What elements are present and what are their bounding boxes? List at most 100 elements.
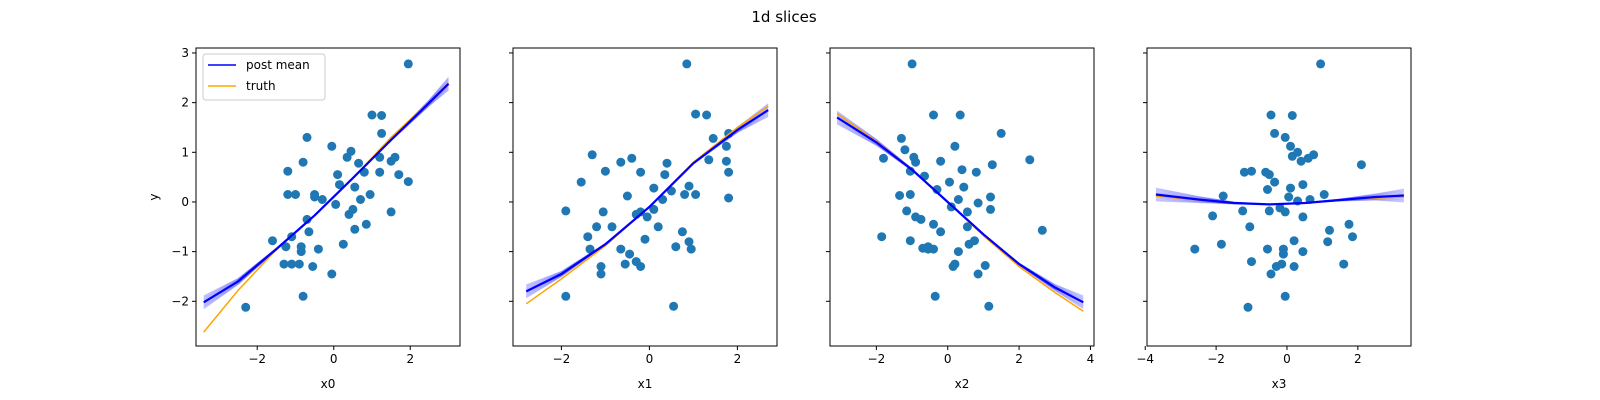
data-point (971, 167, 981, 177)
data-point (691, 190, 701, 199)
data-point (294, 259, 304, 269)
data-point (287, 259, 297, 269)
x-tick-label: −2 (868, 352, 886, 366)
data-point (375, 167, 385, 177)
data-point (1298, 180, 1308, 190)
data-point (377, 111, 387, 120)
data-point (298, 157, 308, 167)
data-point (1293, 147, 1303, 157)
data-point (973, 269, 983, 279)
data-point (929, 219, 938, 229)
x-axis-label: x3 (1272, 377, 1287, 391)
data-point (281, 242, 291, 252)
data-point (1348, 232, 1357, 242)
data-point (936, 227, 946, 237)
data-point (649, 204, 659, 214)
post-mean-line (525, 109, 769, 293)
data-point (598, 207, 608, 217)
data-point (335, 180, 344, 190)
data-point (1316, 59, 1326, 69)
data-point (987, 160, 997, 170)
data-point (953, 247, 963, 257)
data-point (600, 166, 610, 176)
data-point (338, 239, 348, 249)
posterior-sample-line (836, 116, 1084, 303)
data-point (1266, 110, 1276, 120)
data-point (1286, 141, 1295, 151)
y-tick-label: −2 (171, 294, 189, 308)
data-point (1264, 170, 1274, 180)
data-point (331, 199, 341, 209)
plot-area (525, 59, 769, 311)
data-point (896, 133, 906, 143)
subplot-x1: −2 0 2 x1 (509, 47, 778, 391)
data-point (403, 177, 413, 187)
data-point (721, 156, 731, 166)
data-point (970, 236, 979, 246)
data-point (955, 110, 965, 120)
data-point (984, 301, 994, 311)
axes-frame (829, 47, 1095, 347)
data-point (283, 190, 293, 199)
x-tick-label: −2 (248, 352, 266, 366)
x-tick-label: −2 (553, 352, 571, 366)
data-point (596, 262, 606, 271)
data-point (377, 128, 387, 138)
data-point (268, 236, 277, 246)
data-point (636, 207, 646, 217)
data-point (587, 150, 597, 160)
data-point (1339, 259, 1349, 269)
data-point (1309, 150, 1319, 160)
data-point (1344, 219, 1354, 229)
data-point (1218, 191, 1228, 201)
posterior-sample-line (525, 114, 769, 297)
x-tick-label: 0 (330, 352, 338, 366)
posterior-sample-line (203, 82, 449, 302)
posterior-sample-line (525, 112, 769, 295)
data-point (962, 207, 972, 217)
x-tick-label: −4 (1136, 352, 1154, 366)
data-point (724, 167, 734, 177)
data-point (333, 170, 343, 180)
data-point (1287, 111, 1297, 120)
axes-frame (195, 47, 461, 347)
data-point (905, 190, 915, 199)
data-point (622, 191, 632, 201)
data-point (932, 185, 942, 194)
data-point (662, 158, 672, 168)
data-point (291, 190, 300, 199)
data-point (642, 212, 652, 222)
data-point (708, 133, 718, 143)
data-point (1277, 259, 1287, 269)
data-point (669, 301, 679, 311)
data-point (962, 222, 972, 232)
y-axis-label: y (147, 193, 161, 200)
data-point (348, 204, 358, 214)
data-point (1025, 155, 1035, 165)
data-point (583, 232, 593, 242)
data-point (350, 182, 360, 192)
data-point (684, 237, 694, 247)
data-point (909, 152, 919, 162)
posterior-sample-line (203, 83, 449, 303)
posterior-sample-line (203, 81, 449, 301)
data-point (1298, 247, 1308, 257)
data-point (682, 59, 692, 69)
data-point (561, 291, 571, 301)
legend: post mean truth (202, 53, 326, 101)
data-point (1325, 225, 1334, 235)
data-point (308, 262, 318, 271)
data-point (616, 244, 626, 254)
data-point (241, 302, 251, 312)
posterior-sample-line (203, 79, 449, 299)
x-tick-label: −2 (1207, 352, 1225, 366)
data-point (640, 234, 650, 244)
posterior-sample-line (525, 111, 769, 294)
data-point (691, 109, 701, 119)
data-point (1263, 185, 1272, 194)
x-axis-label: x0 (321, 377, 336, 391)
post-mean-line (1155, 193, 1404, 206)
posterior-sample-line (203, 83, 449, 304)
post-mean-line (203, 83, 450, 304)
data-point (1296, 156, 1306, 166)
